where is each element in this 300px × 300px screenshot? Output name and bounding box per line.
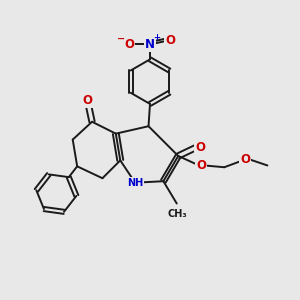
Text: N: N	[145, 38, 155, 51]
Text: −: −	[117, 34, 125, 44]
Text: O: O	[195, 140, 205, 154]
Text: O: O	[165, 34, 175, 46]
Text: CH₃: CH₃	[167, 209, 187, 219]
Text: NH: NH	[127, 178, 143, 188]
Text: O: O	[240, 153, 250, 166]
Text: +: +	[153, 33, 160, 42]
Text: O: O	[196, 159, 206, 172]
Text: O: O	[124, 38, 134, 51]
Text: O: O	[82, 94, 93, 107]
